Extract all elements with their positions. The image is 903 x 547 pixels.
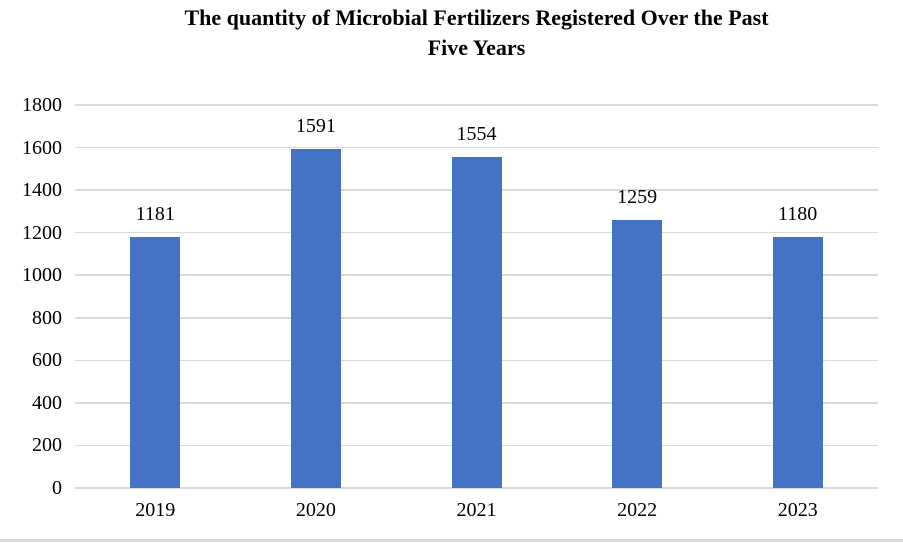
bar-2019 — [130, 236, 181, 488]
x-tick-label-2019: 2019 — [135, 499, 176, 521]
y-tick-label-1000: 1000 — [22, 264, 62, 287]
gridline-1800 — [75, 104, 878, 106]
chart-title-line2: Five Years — [427, 35, 526, 60]
chart-title: The quantity of Microbial Fertilizers Re… — [75, 3, 878, 63]
x-tick-label-2022: 2022 — [617, 499, 658, 521]
y-tick-label-600: 600 — [32, 349, 62, 372]
bar-value-label-2019: 1181 — [135, 202, 175, 225]
bar-value-label-2022: 1259 — [617, 186, 658, 209]
plot-area: 1181 1591 1554 1259 1180 — [75, 104, 878, 489]
x-tick-label-2021: 2021 — [456, 499, 497, 521]
chart-title-line1: The quantity of Microbial Fertilizers Re… — [184, 5, 769, 30]
y-tick-label-1600: 1600 — [22, 136, 62, 159]
bar-2023 — [772, 236, 823, 488]
y-tick-label-1400: 1400 — [22, 179, 62, 202]
bar-value-label-2020: 1591 — [295, 115, 336, 138]
x-axis: 2019 2020 2021 2022 2023 — [75, 497, 878, 525]
gridline-0 — [75, 487, 878, 489]
y-tick-label-1800: 1800 — [22, 94, 62, 116]
gridline-1600 — [75, 146, 878, 149]
y-tick-label-200: 200 — [32, 434, 62, 457]
bar-2022 — [612, 220, 663, 488]
bar-value-label-2021: 1554 — [456, 123, 497, 146]
bar-2020 — [290, 149, 341, 488]
y-tick-label-0: 0 — [52, 477, 62, 499]
y-tick-label-400: 400 — [32, 391, 62, 414]
bottom-border-line — [0, 539, 903, 542]
x-tick-label-2023: 2023 — [777, 499, 818, 521]
x-tick-label-2020: 2020 — [295, 499, 336, 521]
y-tick-label-800: 800 — [32, 306, 62, 329]
bar-value-label-2023: 1180 — [778, 202, 818, 225]
y-axis: 0 200 400 600 800 1000 1200 1400 1600 1800 — [0, 94, 62, 499]
y-tick-label-1200: 1200 — [22, 221, 62, 244]
bar-2021 — [451, 157, 502, 488]
